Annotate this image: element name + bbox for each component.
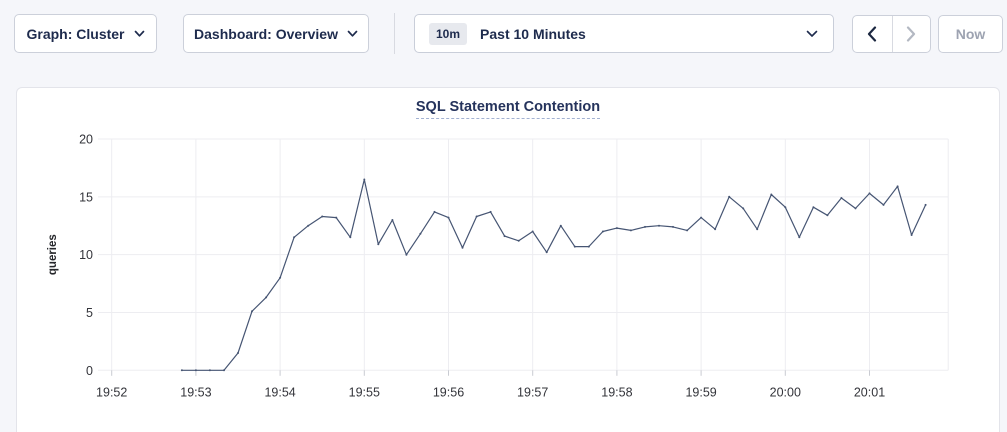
y-tick-label: 15 bbox=[79, 190, 93, 204]
time-range-label: Past 10 Minutes bbox=[480, 25, 586, 42]
data-point bbox=[896, 185, 899, 188]
data-point bbox=[349, 236, 352, 239]
data-point bbox=[910, 234, 913, 236]
data-point bbox=[363, 178, 366, 181]
y-tick-label: 20 bbox=[79, 133, 93, 147]
data-point bbox=[756, 228, 759, 231]
data-point bbox=[447, 216, 450, 219]
data-point bbox=[601, 230, 604, 233]
data-point bbox=[391, 219, 394, 221]
chevron-down-icon bbox=[134, 30, 145, 38]
chevron-right-icon bbox=[906, 26, 916, 42]
chart-title[interactable]: SQL Statement Contention bbox=[415, 99, 601, 119]
chevron-down-icon bbox=[806, 30, 818, 38]
data-point bbox=[223, 369, 225, 372]
x-tick-label: 19:54 bbox=[264, 385, 295, 399]
x-tick-label: 19:59 bbox=[685, 385, 716, 399]
data-point bbox=[658, 224, 660, 227]
data-point bbox=[728, 195, 731, 198]
data-point bbox=[629, 229, 632, 232]
data-point bbox=[194, 369, 197, 372]
data-point bbox=[503, 235, 506, 238]
data-point bbox=[180, 369, 183, 372]
data-point bbox=[405, 253, 408, 256]
data-point bbox=[672, 225, 674, 228]
data-point bbox=[798, 236, 801, 239]
data-point bbox=[770, 193, 773, 196]
y-tick-label: 5 bbox=[86, 306, 93, 320]
x-tick-label: 19:57 bbox=[517, 385, 548, 399]
data-point bbox=[517, 239, 520, 242]
y-tick-label: 10 bbox=[79, 248, 93, 262]
data-point bbox=[840, 197, 843, 199]
data-point bbox=[826, 214, 829, 217]
data-point bbox=[587, 245, 590, 248]
data-point bbox=[279, 276, 282, 279]
data-point bbox=[854, 207, 857, 210]
y-axis-label: queries bbox=[47, 234, 59, 275]
time-prev-button[interactable] bbox=[853, 16, 892, 52]
graph-dropdown[interactable]: Graph: Cluster bbox=[14, 14, 157, 53]
x-tick-label: 19:58 bbox=[601, 385, 632, 399]
data-point bbox=[489, 210, 492, 213]
now-button-label: Now bbox=[955, 26, 986, 42]
x-tick-label: 19:55 bbox=[349, 385, 380, 399]
x-tick-label: 19:52 bbox=[96, 385, 127, 399]
data-point bbox=[714, 228, 717, 231]
x-tick-label: 20:00 bbox=[770, 385, 801, 399]
data-point bbox=[265, 296, 268, 299]
data-point bbox=[293, 236, 296, 239]
data-point bbox=[461, 246, 464, 249]
time-range-selector[interactable]: 10m Past 10 Minutes bbox=[414, 14, 834, 53]
data-point bbox=[573, 245, 576, 248]
time-window-arrows bbox=[852, 15, 931, 53]
contention-chart[interactable]: 0 5 10 15 20 19:52 19:53 19:54 19:55 19:56 19:57 19… bbox=[17, 88, 999, 432]
now-button[interactable]: Now bbox=[938, 15, 1003, 53]
chevron-left-icon bbox=[867, 26, 877, 42]
data-point bbox=[237, 352, 239, 354]
data-point bbox=[307, 224, 310, 227]
chevron-down-icon bbox=[347, 30, 358, 38]
data-point bbox=[686, 229, 689, 232]
data-point bbox=[882, 203, 885, 206]
data-point bbox=[644, 225, 646, 228]
dashboard-dropdown[interactable]: Dashboard: Overview bbox=[183, 14, 369, 53]
data-point bbox=[924, 203, 927, 206]
y-tick-label: 0 bbox=[86, 364, 93, 378]
data-point bbox=[868, 192, 871, 195]
data-point bbox=[700, 216, 703, 219]
data-point bbox=[742, 207, 745, 210]
time-range-badge: 10m bbox=[429, 22, 468, 45]
graph-dropdown-label: Graph: Cluster bbox=[26, 25, 125, 42]
data-point bbox=[419, 232, 422, 235]
data-point bbox=[615, 227, 618, 230]
data-point bbox=[433, 210, 436, 213]
chart-title-row: SQL Statement Contention bbox=[17, 98, 999, 119]
data-point bbox=[321, 215, 324, 218]
data-point bbox=[335, 216, 338, 219]
chart-card: SQL Statement Contention 0 5 10 15 20 19:52 19… bbox=[16, 87, 1000, 432]
x-tick-label: 20:01 bbox=[854, 385, 885, 399]
x-tick-label: 19:53 bbox=[180, 385, 211, 399]
data-point bbox=[812, 206, 815, 209]
toolbar-divider bbox=[394, 13, 395, 54]
data-point bbox=[545, 251, 548, 254]
data-point bbox=[559, 224, 562, 227]
x-tick-label: 19:56 bbox=[433, 385, 464, 399]
line-series bbox=[181, 178, 927, 371]
data-point bbox=[208, 369, 211, 372]
data-point bbox=[475, 215, 478, 218]
time-next-button[interactable] bbox=[891, 16, 931, 52]
data-point bbox=[377, 243, 380, 246]
data-point bbox=[251, 310, 253, 313]
data-point bbox=[531, 230, 534, 233]
data-point bbox=[784, 206, 787, 209]
dashboard-dropdown-label: Dashboard: Overview bbox=[194, 25, 338, 42]
